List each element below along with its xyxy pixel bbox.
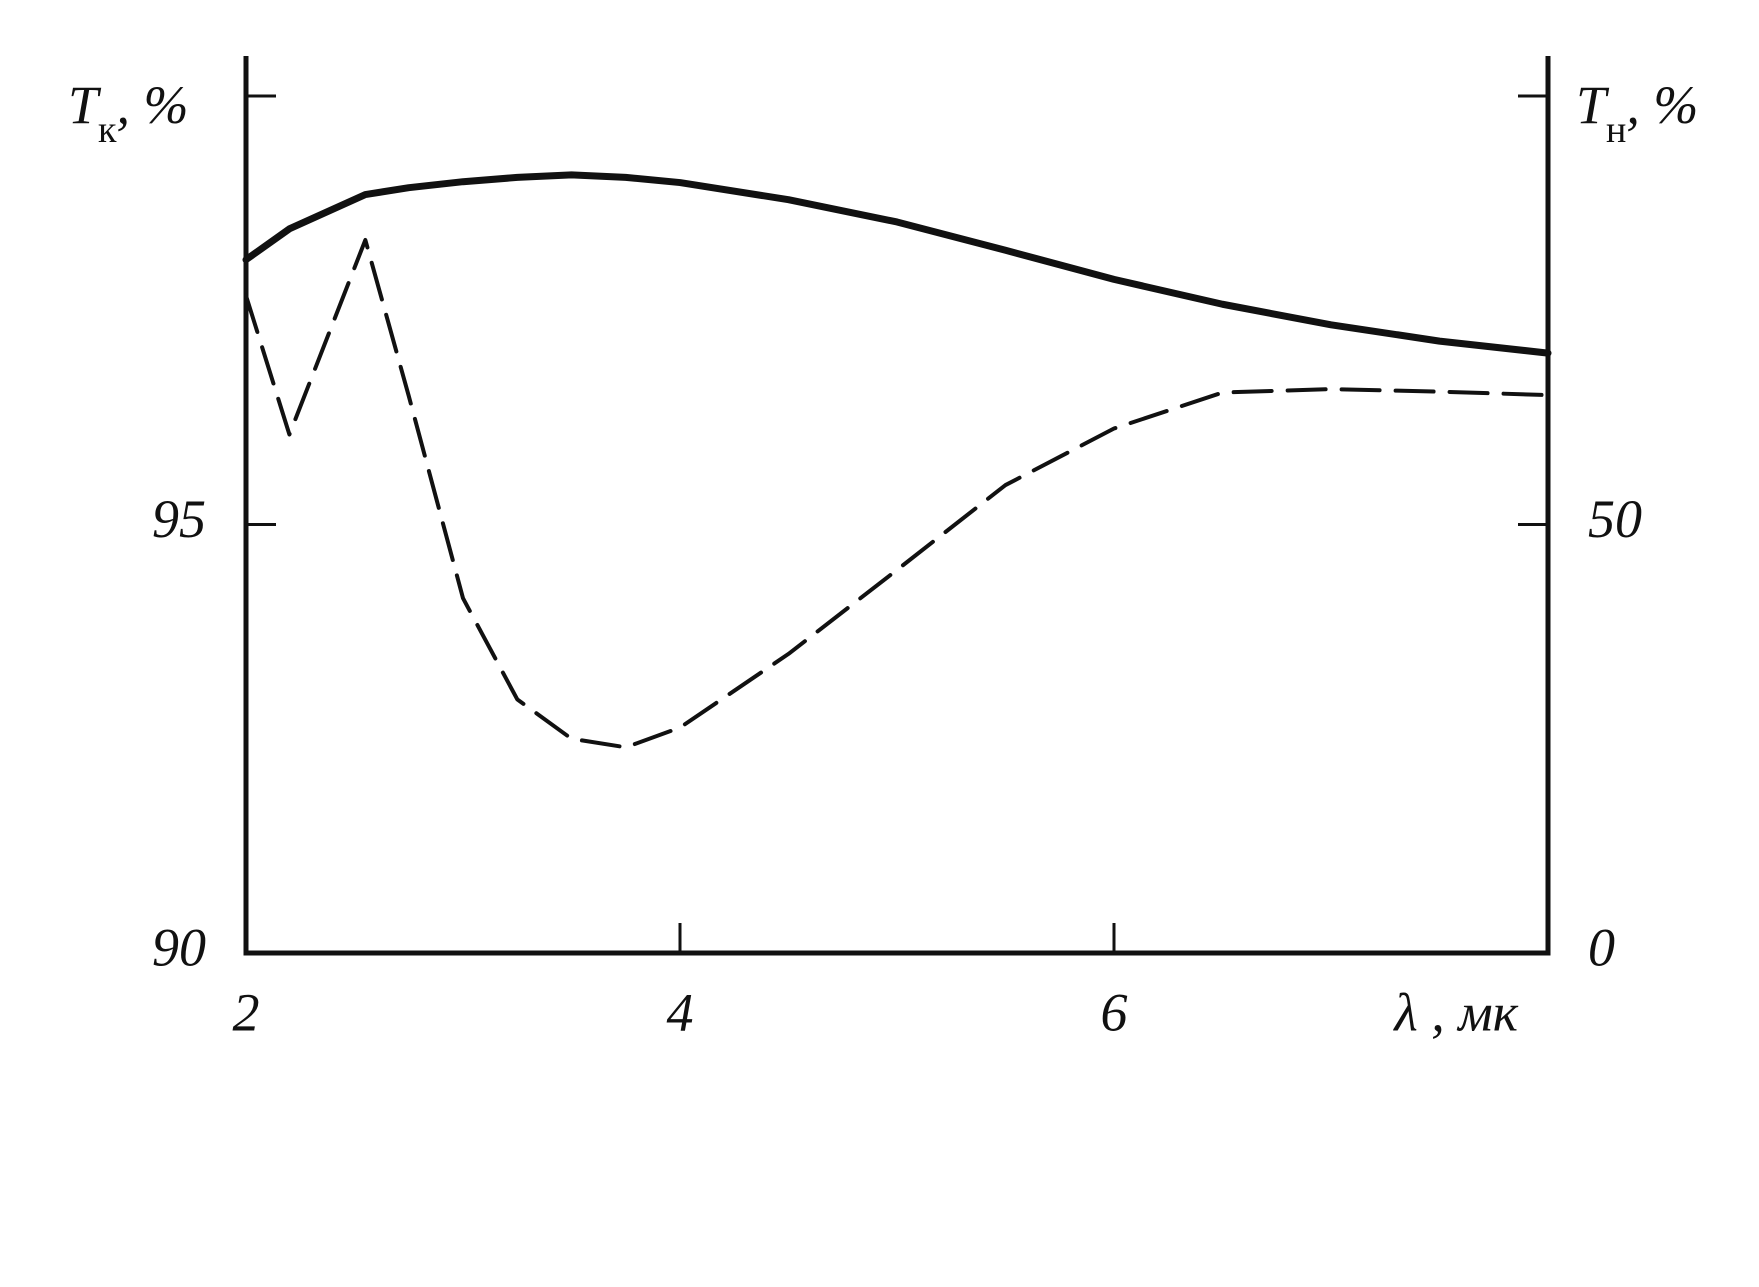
x-tick-label: 6 [1101,982,1128,1042]
y2-tick-label: 50 [1588,489,1642,549]
y2-axis-label: Tн, % [1576,75,1698,150]
axis-frame [243,56,1551,956]
series-line [242,171,1552,357]
x-tick-label: 2 [233,982,260,1042]
y2-axis-label-main: T [1576,75,1610,135]
y-axis-label-unit: , % [117,75,189,135]
y2-tick-label: 0 [1588,917,1615,977]
y2-axis-label-sub: н [1606,109,1626,151]
series-line [244,237,1550,750]
x-tick-label: 4 [667,982,694,1042]
y-tick-label: 90 [152,917,206,977]
y-tick-label: 95 [152,489,206,549]
y-axis-label: Tк, % [68,75,189,150]
y-axis-label-main: T [68,75,102,135]
x-axis-label: λ , мк [1392,982,1518,1042]
y-axis-label-sub: к [98,109,117,151]
y2-axis-label-unit: , % [1626,75,1698,135]
